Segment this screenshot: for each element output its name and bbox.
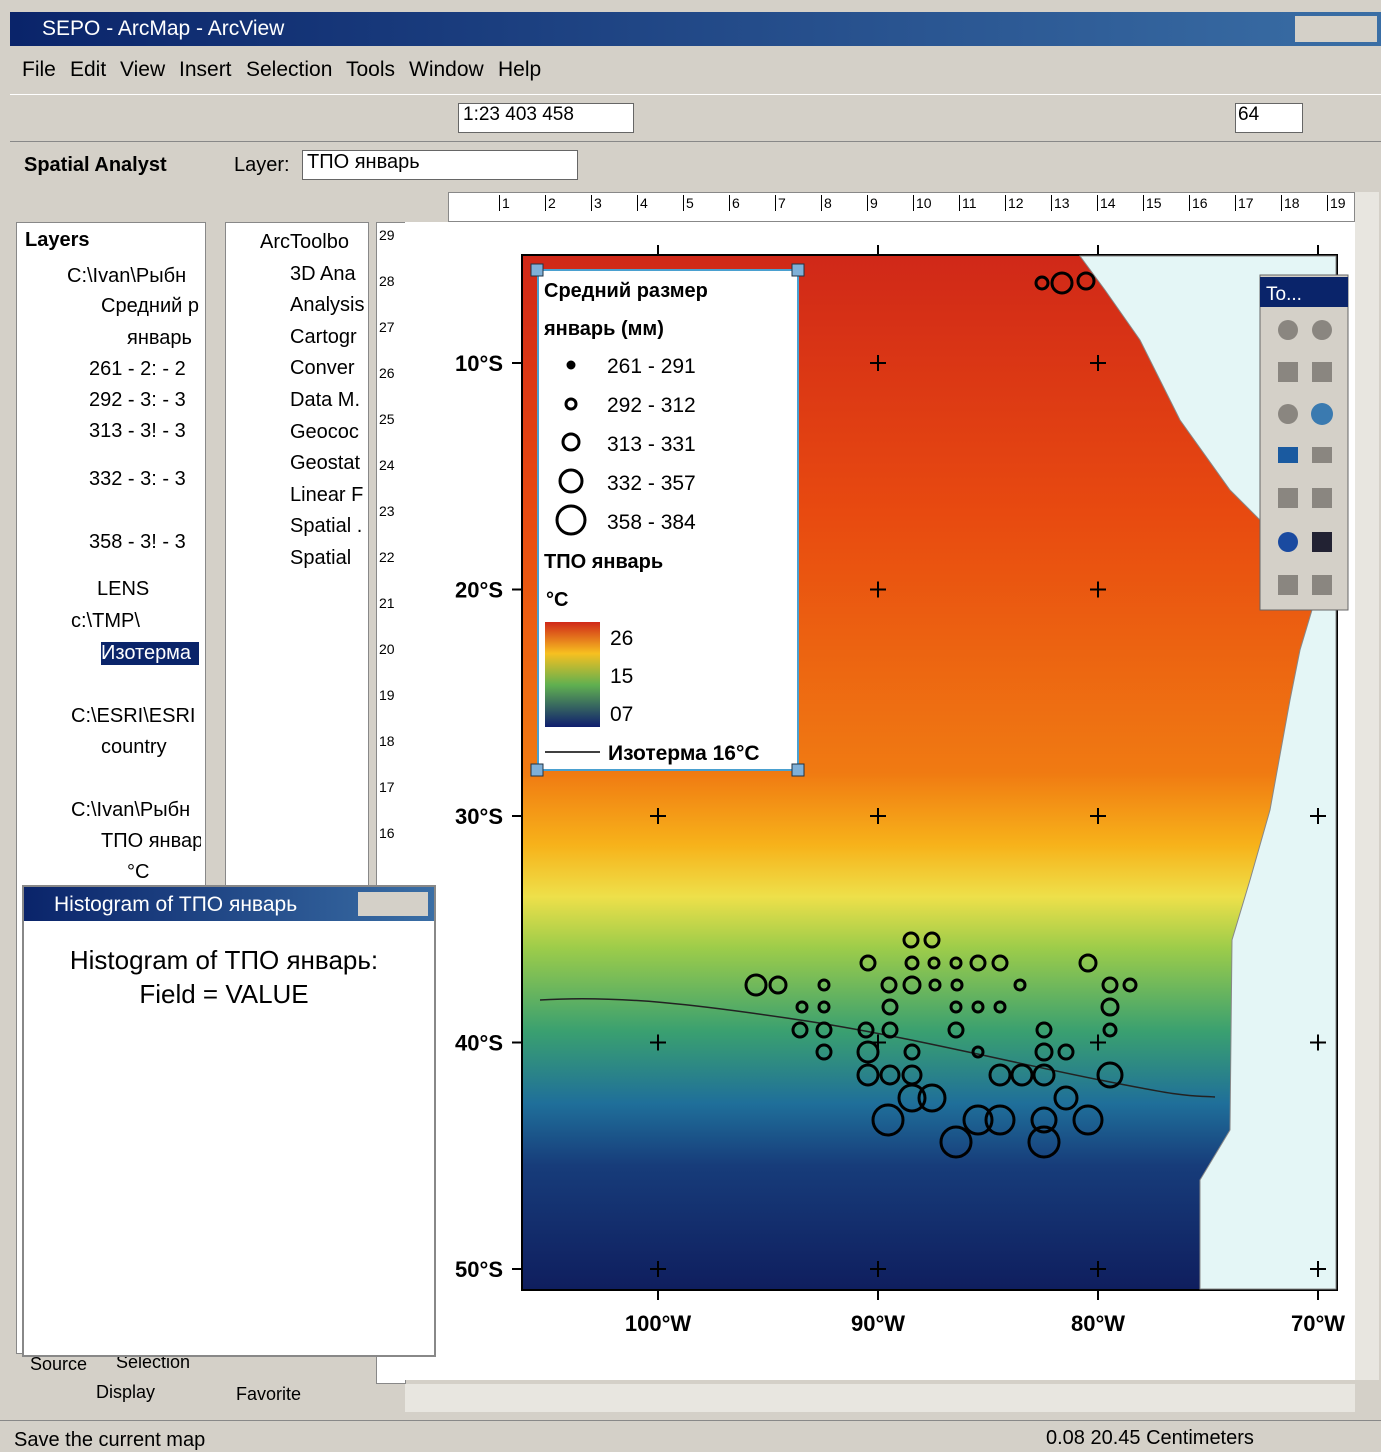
lat-label: 40°S <box>455 1031 503 1056</box>
lon-label: 90°W <box>851 1311 905 1336</box>
histogram-window[interactable]: Histogram of ТПО январь Histogram of ТПО… <box>22 885 436 1357</box>
legend-title: Средний размер <box>544 280 708 302</box>
histogram-window-title: Histogram of ТПО январь <box>54 893 297 917</box>
lat-label: 20°S <box>455 578 503 603</box>
lon-label: 70°W <box>1291 1311 1345 1336</box>
raster-ramp <box>545 622 600 727</box>
raster-title: ТПО январь <box>544 551 663 573</box>
lat-label: 50°S <box>455 1257 503 1282</box>
lon-label: 100°W <box>625 1311 692 1336</box>
status-coords: 0.08 20.45 Centimeters <box>1046 1427 1254 1450</box>
histogram-title: Histogram of ТПО январь: Field = VALUE <box>64 943 384 1011</box>
raster-label: 26 <box>610 627 633 650</box>
status-message: Save the current map <box>14 1429 205 1452</box>
lat-label: 10°S <box>455 351 503 376</box>
tools-title: To... <box>1266 284 1302 305</box>
raster-label: 07 <box>610 703 633 726</box>
legend-title: январь (мм) <box>543 318 664 340</box>
legend-class: 332 - 357 <box>607 472 696 495</box>
status-bar: Save the current map 0.08 20.45 Centimet… <box>0 1420 1381 1451</box>
legend-class: 358 - 384 <box>607 511 696 534</box>
lon-label: 80°W <box>1071 1311 1125 1336</box>
raster-label: 15 <box>610 665 633 688</box>
legend-class: 261 - 291 <box>607 355 696 378</box>
tools-window[interactable] <box>1260 275 1348 610</box>
lat-label: 30°S <box>455 804 503 829</box>
isotherm-label: Изотерма 16°C <box>608 742 760 765</box>
legend-class: 313 - 331 <box>607 433 696 456</box>
legend-class: 292 - 312 <box>607 394 696 417</box>
page: SEPO - ArcMap - ArcView FileEditViewInse… <box>0 0 1381 1450</box>
raster-unit: °C <box>546 589 568 611</box>
